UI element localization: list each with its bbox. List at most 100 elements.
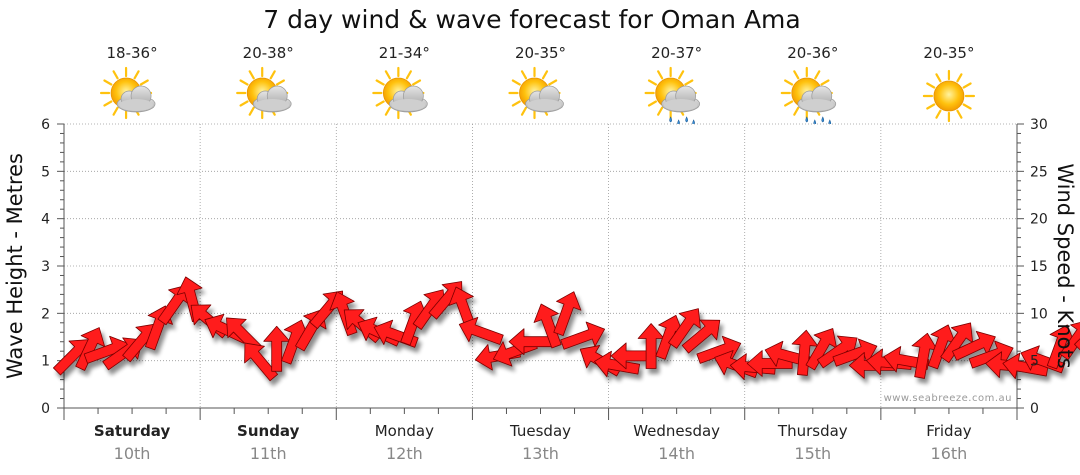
- y-axis-right-title: Wind Speed - Knots: [1053, 163, 1077, 368]
- sun-ray: [248, 106, 255, 116]
- sun-ray: [784, 79, 794, 86]
- wind-arrow: [655, 314, 684, 360]
- temperature-label: 18-36°: [107, 44, 158, 62]
- cloud: [389, 85, 428, 113]
- y-left-tick-label: 2: [41, 306, 50, 322]
- temperature-label: 20-35°: [923, 44, 974, 62]
- cloud: [252, 85, 292, 113]
- cloud-fill: [799, 99, 834, 111]
- rain-drop: [669, 116, 672, 123]
- sun-disc: [933, 80, 965, 112]
- day-date-label: 10th: [114, 444, 151, 463]
- partly-cloudy-icon: [508, 66, 564, 120]
- watermark: www.seabreeze.com.au: [884, 393, 1012, 404]
- sun-ray: [248, 70, 255, 80]
- y-right-tick-label: 15: [1030, 259, 1048, 275]
- sun-ray: [548, 79, 558, 86]
- wind-arrow: [817, 335, 858, 369]
- sun-ray: [962, 103, 972, 110]
- sun-ray: [112, 106, 119, 116]
- wind-arrow: [553, 291, 582, 337]
- temperature-label: 20-38°: [243, 44, 294, 62]
- sun-rays: [922, 69, 976, 123]
- y-right-tick-label: 10: [1030, 306, 1048, 322]
- sun-ray: [112, 70, 119, 80]
- wind-arrow: [805, 328, 837, 371]
- y-right-tick-label: 20: [1030, 212, 1048, 228]
- temperature-label: 21-34°: [379, 44, 430, 62]
- sun-ray: [684, 79, 694, 86]
- cloud-fill: [255, 99, 290, 111]
- day-name-label: Sunday: [237, 422, 300, 440]
- sun-ray: [405, 70, 412, 80]
- cloud: [525, 85, 564, 113]
- cloud-fill: [391, 99, 426, 111]
- temperature-label: 20-36°: [787, 44, 838, 62]
- wind-arrow: [1059, 319, 1080, 361]
- sun-ray: [956, 109, 963, 119]
- y-axis-left-title: Wave Height - Metres: [3, 153, 27, 379]
- sun-ray: [239, 79, 249, 86]
- chart-title: 7 day wind & wave forecast for Oman Ama: [263, 5, 800, 34]
- temperature-label: 20-35°: [515, 44, 566, 62]
- day-date-label: 15th: [794, 444, 831, 463]
- sun-ray: [139, 79, 149, 86]
- rain-drop: [805, 116, 809, 123]
- wind-arrow: [927, 324, 956, 370]
- sun-ray: [375, 79, 385, 86]
- y-left-tick-label: 3: [41, 259, 50, 275]
- temperature-label: 20-37°: [651, 44, 702, 62]
- partly-cloudy-icon: [236, 66, 292, 120]
- sun-ray: [520, 70, 528, 80]
- day-name-label: Thursday: [777, 422, 848, 440]
- sun-ray: [239, 100, 249, 107]
- sun-ray: [657, 70, 664, 80]
- wind-arrow: [594, 350, 641, 378]
- showers-icon: [780, 66, 837, 126]
- sun-ray: [103, 100, 113, 107]
- partly-cloudy-icon: [99, 66, 156, 120]
- wind-arrow: [458, 316, 504, 345]
- cloud-fill: [527, 99, 562, 111]
- y-left-tick-label: 6: [41, 117, 50, 133]
- wind-arrow: [533, 303, 562, 349]
- rain-drop: [821, 116, 825, 123]
- y-right-tick-label: 30: [1030, 117, 1048, 133]
- sun-ray: [784, 100, 794, 107]
- wind-arrow: [263, 325, 291, 372]
- sun-ray: [511, 79, 521, 86]
- sun-ray: [926, 82, 936, 89]
- sun-ray: [962, 82, 972, 89]
- day-name-label: Friday: [926, 422, 972, 440]
- day-name-label: Saturday: [94, 422, 171, 440]
- y-right-tick-label: 5: [1030, 354, 1039, 370]
- y-right-tick-label: 0: [1030, 401, 1039, 417]
- cloud-fill: [663, 99, 698, 111]
- sun-ray: [956, 73, 963, 83]
- y-left-tick-label: 5: [41, 164, 50, 180]
- day-date-label: 13th: [522, 444, 559, 463]
- wind-arrow: [681, 319, 721, 354]
- wind-arrow: [75, 327, 106, 371]
- sun-ray: [935, 73, 942, 83]
- sun-ray: [814, 70, 821, 80]
- sun-ray: [793, 106, 800, 116]
- sun-ray: [384, 70, 391, 80]
- wind-arrow: [952, 330, 996, 361]
- day-date-label: 14th: [658, 444, 695, 463]
- sun-ray: [820, 79, 830, 86]
- day-name-label: Monday: [375, 422, 434, 440]
- y-left-tick-label: 0: [41, 401, 50, 417]
- wind-arrow: [560, 321, 606, 350]
- wind-arrow: [637, 323, 665, 369]
- sun-ray: [541, 70, 549, 80]
- y-left-tick-label: 1: [41, 354, 50, 370]
- cloud-fill: [119, 99, 154, 111]
- day-date-label: 16th: [931, 444, 968, 463]
- y-left-tick-label: 4: [41, 212, 50, 228]
- wind-arrow: [832, 338, 878, 367]
- wind-arrow: [1046, 324, 1075, 370]
- day-name-label: Wednesday: [633, 422, 720, 440]
- sun-ray: [647, 79, 658, 86]
